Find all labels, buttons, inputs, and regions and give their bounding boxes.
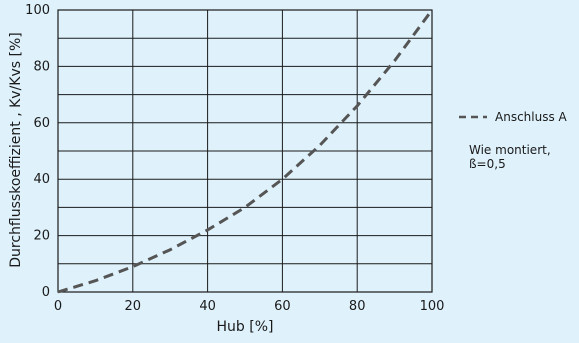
y-tick-labels: 0 20 40 60 80 100 <box>25 3 50 300</box>
y-tick-label: 80 <box>33 59 50 74</box>
x-tick-label: 80 <box>349 299 366 314</box>
note-line-2: ß=0,5 <box>469 157 506 171</box>
y-tick-label: 60 <box>33 116 50 131</box>
x-tick-labels: 0 20 40 60 80 100 <box>54 299 445 314</box>
y-tick-label: 0 <box>42 285 50 300</box>
legend-label-anschluss-a: Anschluss A <box>495 110 568 124</box>
y-tick-label: 20 <box>33 229 50 244</box>
y-tick-label: 40 <box>33 172 50 187</box>
y-tick-label: 100 <box>25 3 50 18</box>
x-tick-label: 40 <box>199 299 216 314</box>
y-axis-label: Durchflusskoeffizient , Kv/Kvs [%] <box>8 32 24 267</box>
x-tick-label: 20 <box>125 299 142 314</box>
x-tick-label: 0 <box>54 299 62 314</box>
x-tick-label: 60 <box>274 299 291 314</box>
note-line-1: Wie montiert, <box>469 143 551 157</box>
legend: Anschluss A <box>459 110 568 124</box>
x-tick-label: 100 <box>420 299 445 314</box>
x-axis-label: Hub [%] <box>217 319 274 335</box>
grid <box>58 10 432 292</box>
mounting-note: Wie montiert, ß=0,5 <box>469 143 551 171</box>
